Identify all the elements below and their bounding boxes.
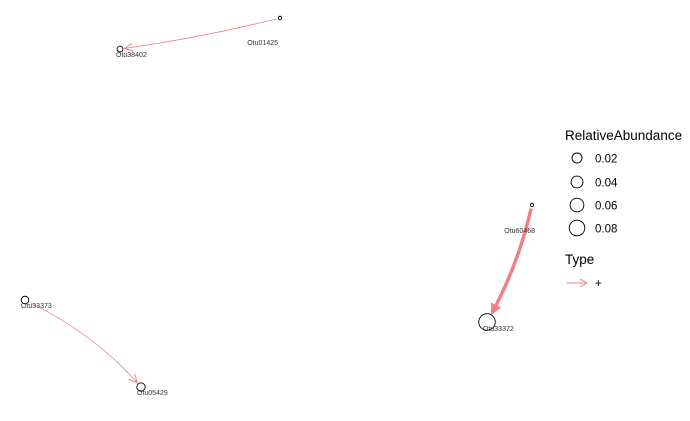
- legend-size-label: 0.06: [595, 201, 617, 213]
- node-Otu33373: Otu33373: [20, 295, 52, 310]
- legend-type-label: +: [595, 278, 602, 290]
- node-label: Otu38402: [116, 52, 147, 59]
- legend-size-circle: [569, 197, 585, 213]
- legend-size-item: 0.06: [569, 197, 617, 213]
- legend-size-item: 0.04: [570, 175, 618, 190]
- legend: RelativeAbundance 0.020.040.060.08 Type …: [565, 128, 682, 290]
- legend-type-items: +: [567, 278, 602, 290]
- edges-layer: [29, 18, 533, 383]
- edge-Otu01425-to-Otu38402: [125, 18, 277, 48]
- node-label: Otu05429: [137, 390, 168, 397]
- edge-Otu60468-to-Otu33372: [490, 208, 533, 315]
- node-circle: [20, 295, 30, 305]
- node-circle: [529, 202, 535, 208]
- node-label: Otu60468: [504, 228, 535, 235]
- node-circle: [116, 45, 124, 53]
- node-label: Otu33373: [21, 303, 52, 310]
- edge-Otu33373-to-Otu05429: [29, 302, 137, 383]
- node-circle: [136, 382, 146, 392]
- legend-size-title: RelativeAbundance: [565, 128, 682, 143]
- legend-size-item: 0.02: [571, 152, 617, 166]
- legend-size-circle: [571, 152, 583, 164]
- legend-size-label: 0.04: [595, 178, 618, 190]
- arrow-icon: [579, 278, 588, 288]
- legend-size-circle: [570, 175, 584, 189]
- node-circle: [478, 313, 496, 331]
- nodes-layer: Otu01425 Otu38402 Otu60468 Otu33372 Otu33373…: [20, 15, 535, 397]
- legend-size-label: 0.02: [595, 154, 617, 166]
- node-Otu01425: Otu01425: [247, 15, 283, 47]
- node-Otu33372: Otu33372: [478, 313, 514, 333]
- legend-type-title: Type: [565, 252, 594, 267]
- node-circle: [277, 15, 283, 21]
- node-Otu38402: Otu38402: [116, 45, 147, 59]
- node-Otu05429: Otu05429: [136, 382, 168, 397]
- node-label: Otu01425: [247, 40, 278, 47]
- node-Otu60468: Otu60468: [504, 202, 535, 235]
- legend-size-items: 0.02 0.04 0.06 0.08: [568, 152, 618, 237]
- legend-size-item: 0.08: [568, 219, 617, 237]
- legend-size-label: 0.08: [595, 224, 617, 236]
- node-label: Otu33372: [483, 326, 514, 333]
- legend-size-circle: [568, 219, 586, 237]
- legend-type-item: +: [567, 278, 602, 290]
